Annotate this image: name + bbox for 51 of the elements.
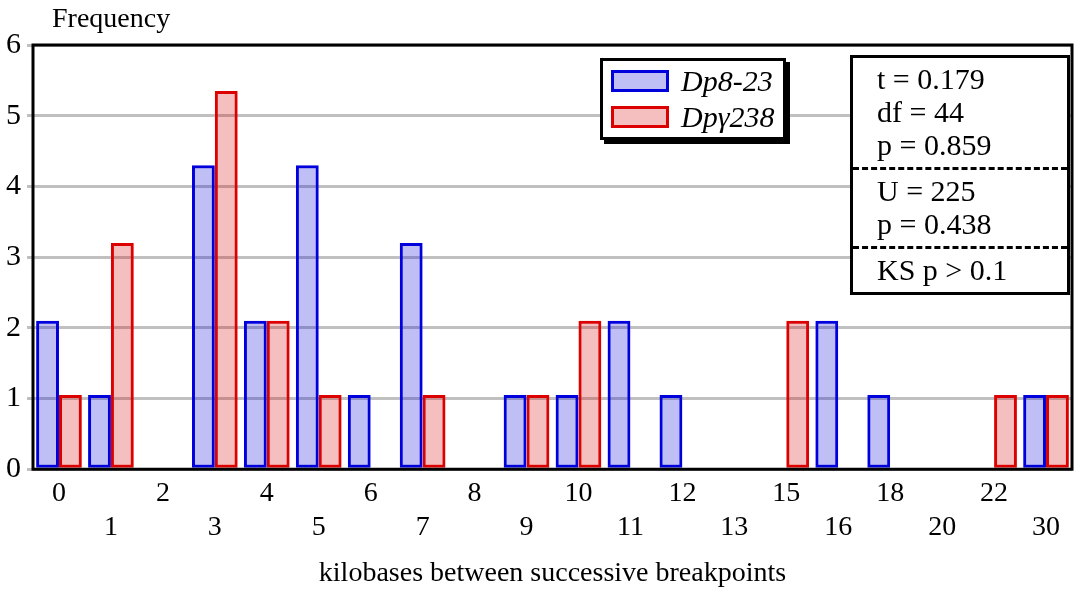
x-tick-label: 15 [772,476,801,508]
bar [318,394,342,468]
bar [815,320,839,468]
x-tick-label: 0 [51,476,66,508]
y-tick-label: 3 [6,237,21,271]
x-tick-label: 4 [259,476,274,508]
x-tick-label: 1 [103,509,118,541]
x-tick-label: 9 [519,509,534,541]
annotation: KS p > 0.1 [853,246,1067,292]
y-tick-label: 0 [6,450,21,484]
y-axis-title: Frequency [52,2,171,34]
bar [347,394,371,468]
x-tick-label: 18 [876,476,905,508]
x-tick-label: 22 [980,476,1009,508]
x-tick-label: 10 [564,476,593,508]
x-tick-label: 5 [311,509,326,541]
x-tick-label: 7 [415,509,430,541]
x-tick-label: 13 [720,509,749,541]
bar [243,320,267,468]
x-tick-label: 20 [928,509,957,541]
bar [295,165,319,468]
bar [110,242,134,468]
x-tick-label: 3 [207,509,222,541]
bar [867,394,891,468]
y-tick-label: 2 [6,308,21,342]
bar [578,320,602,468]
bar [399,242,423,468]
x-tick-label: 11 [616,509,644,541]
x-tick-label: 30 [1032,509,1061,541]
bar [659,394,683,468]
bar [191,165,215,468]
bar [88,394,111,468]
x-axis-title: kilobases between successive breakpoints [318,555,787,587]
annotation: U = 225 p = 0.438 [853,167,1067,246]
x-tick-label: 2 [155,476,170,508]
bar [994,394,1017,468]
bar [1046,394,1069,468]
y-tick-label: 4 [6,167,21,201]
x-tick-label: 6 [363,476,378,508]
x-tick-label: 8 [467,476,482,508]
bar [786,320,810,468]
y-tick-label: 1 [6,379,21,413]
bar [607,320,631,468]
x-tick-label: 16 [824,509,853,541]
annotation: t = 0.179 df = 44 p = 0.859 [876,61,993,163]
legend-label: Dpγ238 [681,100,775,134]
legend-label: Dp8-23 [681,64,773,98]
bar [36,320,59,468]
x-tick-label: 12 [668,476,697,508]
y-tick-label: 5 [6,96,21,130]
y-tick-label: 6 [6,25,21,59]
